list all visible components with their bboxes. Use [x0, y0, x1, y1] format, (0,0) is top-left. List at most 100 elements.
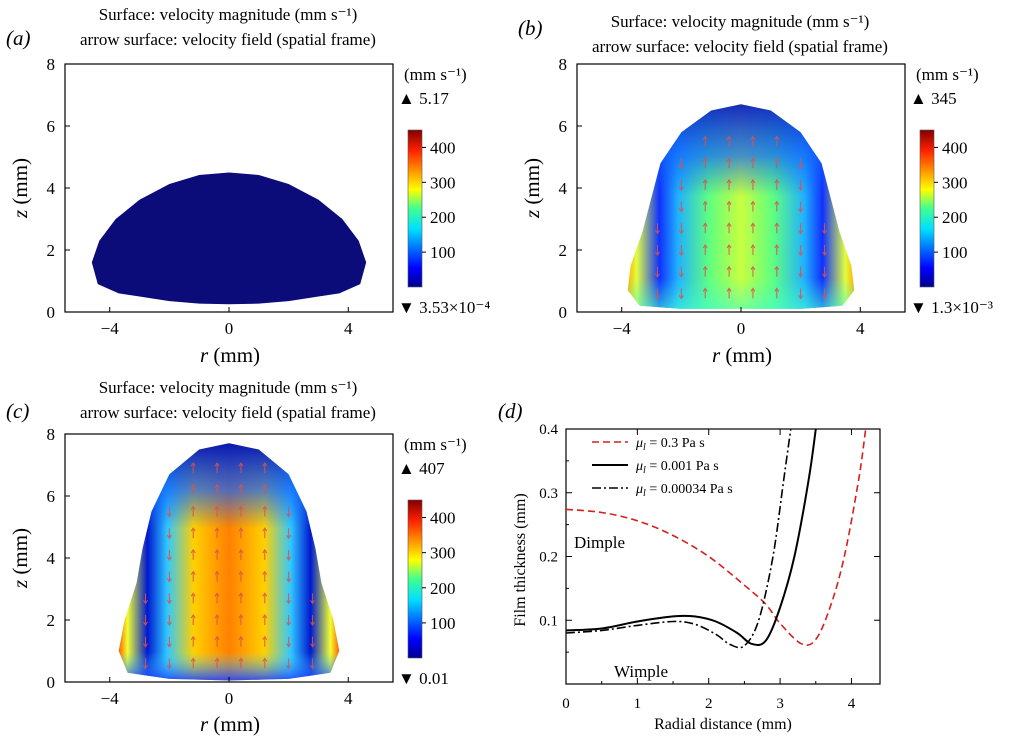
- arrow-head: [238, 592, 244, 597]
- colorbar-tick-label: 300: [942, 173, 968, 192]
- arrow-head: [214, 614, 220, 619]
- arrow-head: [750, 222, 756, 227]
- arrow-head: [798, 295, 804, 300]
- series-line-2: [565, 428, 817, 646]
- arrow-head: [798, 251, 804, 256]
- annotation-dimple: Dimple: [574, 533, 625, 552]
- arrow-head: [190, 592, 196, 597]
- arrow-head: [750, 287, 756, 292]
- arrow-head: [166, 643, 172, 648]
- arrow-head: [166, 513, 172, 518]
- min-value-label: ▼ 1.3×10⁻³: [910, 298, 993, 317]
- x-tick-label: 4: [856, 319, 865, 338]
- arrow-head: [655, 295, 660, 300]
- velocity-arrows: [655, 135, 827, 300]
- legend-label-3: μl = 0.00034 Pa s: [635, 482, 733, 499]
- panel-title-line2: arrow surface: velocity field (spatial f…: [80, 30, 376, 49]
- arrow-head: [190, 505, 196, 510]
- arrow-head: [750, 244, 756, 249]
- colorbar-tick-label: 400: [430, 509, 456, 528]
- arrow-head: [262, 635, 268, 641]
- arrow-head: [286, 534, 292, 540]
- arrow-head: [238, 483, 244, 489]
- colorbar: [919, 129, 935, 288]
- panel-b: −4 0 4 0 2 4 6 8 r (mm) z (mm) Surface: velocity m…: [518, 12, 993, 367]
- min-value-label: ▼ 0.01: [398, 669, 449, 688]
- y-tick-label: 8: [47, 55, 56, 74]
- series-line-3: [565, 428, 792, 649]
- arrow-head: [214, 548, 220, 554]
- arrow-head: [726, 244, 732, 249]
- arrow-head: [774, 157, 780, 162]
- arrow-head: [286, 643, 292, 648]
- arrow-head: [702, 244, 708, 249]
- panel-title-line1: Surface: velocity magnitude (mm s⁻¹): [99, 378, 358, 397]
- arrow-head: [726, 287, 732, 292]
- annotation-wimple: Wimple: [614, 662, 668, 681]
- colorbar-unit: (mm s⁻¹): [404, 435, 467, 454]
- y-tick-label: 8: [559, 55, 568, 74]
- panel-title-line1: Surface: velocity magnitude (mm s⁻¹): [611, 12, 870, 31]
- arrow-head: [238, 548, 244, 554]
- y-tick-label: 0: [559, 303, 568, 322]
- colorbar-tick-label: 200: [430, 208, 456, 227]
- arrow-head: [262, 527, 268, 532]
- colorbar-tick-label: 400: [430, 138, 456, 157]
- legend-label-1: μl = 0.3 Pa s: [635, 436, 705, 453]
- arrow-head: [678, 251, 684, 256]
- panel-letter: (a): [6, 26, 31, 50]
- arrow-head: [166, 556, 172, 561]
- arrow-head: [214, 462, 220, 467]
- colorbar-tick-label: 300: [430, 544, 456, 563]
- arrow-head: [655, 251, 660, 256]
- arrow-head: [822, 229, 827, 235]
- x-axis-label: Radial distance (mm): [654, 716, 792, 733]
- arrow-head: [214, 483, 220, 489]
- arrow-head: [166, 534, 172, 540]
- y-tick-label: 4: [559, 179, 568, 198]
- panel-c: −4 0 4 0 2 4 6 8 r (mm) z (mm) Surface: velocity m…: [6, 378, 467, 736]
- plot-frame: [565, 428, 881, 685]
- y-tick-label: 0.1: [539, 613, 558, 629]
- arrow-head: [286, 599, 292, 605]
- arrow-head: [310, 665, 315, 670]
- arrow-head: [238, 527, 244, 532]
- arrow-head: [214, 592, 220, 597]
- velocity-arrows: [143, 462, 315, 670]
- x-tick-label: 4: [848, 696, 856, 712]
- arrow-head: [190, 548, 196, 554]
- arrow-head: [678, 295, 684, 300]
- arrow-head: [774, 265, 780, 271]
- y-tick-label: 2: [47, 611, 56, 630]
- y-tick-label: 6: [47, 117, 56, 136]
- colorbar: [407, 129, 423, 288]
- arrow-head: [774, 287, 780, 292]
- arrow-head: [143, 621, 148, 626]
- panel-letter: (d): [498, 399, 523, 423]
- arrow-head: [238, 570, 244, 575]
- arrow-head: [750, 135, 756, 140]
- arrow-head: [190, 570, 196, 575]
- arrow-head: [286, 556, 292, 561]
- x-tick-label: 0: [562, 696, 570, 712]
- arrow-head: [726, 200, 732, 205]
- panel-letter: (b): [518, 16, 543, 40]
- arrow-head: [262, 483, 268, 489]
- arrow-head: [262, 462, 268, 467]
- arrow-head: [310, 643, 315, 648]
- arrow-head: [262, 657, 268, 662]
- arrow-head: [822, 251, 827, 256]
- arrow-head: [262, 548, 268, 554]
- arrow-head: [726, 178, 732, 184]
- y-tick-label: 0: [47, 673, 56, 692]
- droplet-shading: [627, 104, 855, 309]
- arrow-head: [310, 599, 315, 605]
- max-value-label: ▲ 345: [910, 89, 957, 108]
- x-tick-label: 4: [344, 319, 353, 338]
- arrow-head: [798, 186, 804, 191]
- colorbar-tick-label: 300: [430, 173, 456, 192]
- arrow-head: [190, 462, 196, 467]
- arrow-head: [190, 635, 196, 641]
- y-tick-label: 2: [47, 241, 56, 260]
